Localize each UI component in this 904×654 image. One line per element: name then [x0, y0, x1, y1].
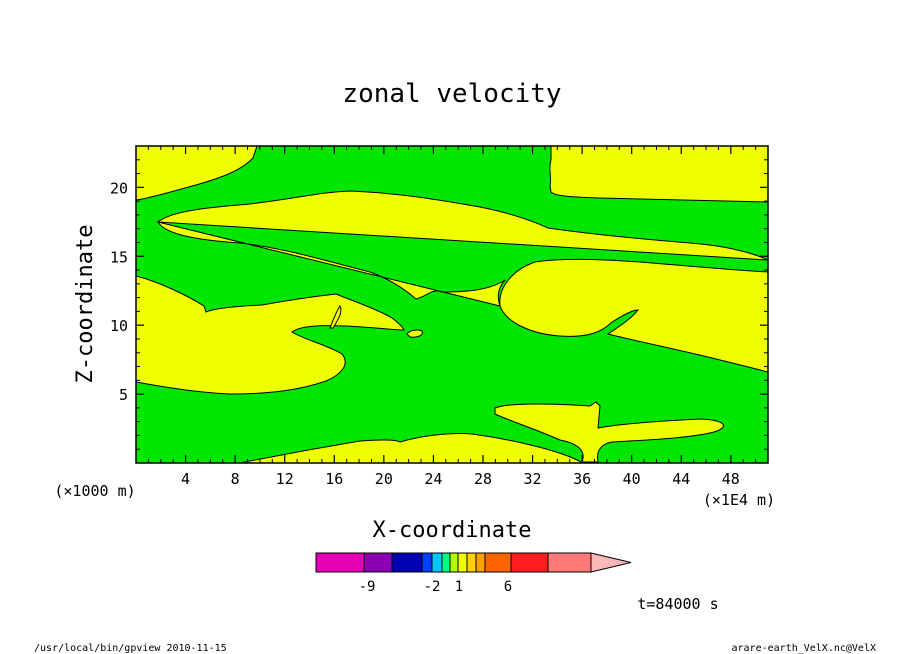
colorbar-swatch [484, 552, 512, 573]
x-axis-title: X-coordinate [373, 518, 532, 543]
x-tick-label: 44 [672, 470, 690, 488]
time-label: t=84000 s [637, 595, 718, 613]
x-tick-label: 8 [231, 470, 240, 488]
x-tick-label: 4 [181, 470, 190, 488]
x-tick-label: 24 [424, 470, 442, 488]
x-tick-label: 48 [722, 470, 740, 488]
colorbar-swatch [363, 552, 393, 573]
plot-frame [135, 145, 769, 464]
colorbar-swatch [391, 552, 423, 573]
colorbar-swatch [457, 552, 468, 573]
contour-yellow-top-right [549, 145, 769, 203]
colorbar-swatch [441, 552, 451, 573]
x-tick-label: 32 [524, 470, 542, 488]
colorbar [315, 552, 632, 573]
colorbar-swatch [547, 552, 592, 573]
x-tick-label: 28 [474, 470, 492, 488]
colorbar-swatch [431, 552, 443, 573]
colorbar-swatch [475, 552, 486, 573]
footer-right: arare-earth_VelX.nc@VelX [732, 643, 877, 654]
contour-yellow-small-blob [406, 329, 423, 338]
y-multiplier-label: (×1000 m) [54, 482, 135, 500]
contour-yellow-bottom [239, 433, 584, 464]
y-axis-title: Z-coordinate [73, 225, 98, 384]
x-tick-label: 20 [375, 470, 393, 488]
y-tick-label: 5 [119, 386, 128, 404]
x-axis: 4 8 12 16 20 24 28 32 36 40 44 48 [147, 146, 757, 488]
colorbar-labels: -9 -2 1 6 [359, 579, 513, 595]
colorbar-swatch [510, 552, 549, 573]
colorbar-label: 6 [504, 579, 512, 595]
colorbar-label: -9 [359, 579, 376, 595]
x-tick-label: 16 [325, 470, 343, 488]
colorbar-label: 1 [455, 579, 463, 595]
chart-title: zonal velocity [342, 79, 561, 109]
x-tick-label: 12 [276, 470, 294, 488]
contour-yellow-left-mid [135, 275, 405, 395]
contour-yellow-lower-right [494, 401, 724, 463]
y-tick-label: 15 [110, 248, 128, 266]
x-tick-label: 36 [573, 470, 591, 488]
y-tick-label: 20 [110, 179, 128, 197]
y-axis: 5 10 15 20 [110, 159, 768, 450]
colorbar-swatch [421, 552, 433, 573]
x-multiplier-label: (×1E4 m) [703, 491, 775, 509]
colorbar-swatch [449, 552, 459, 573]
footer-left: /usr/local/bin/gpview 2010-11-15 [34, 643, 227, 654]
y-tick-label: 10 [110, 317, 128, 335]
colorbar-arrow [590, 552, 632, 573]
contour-shapes [135, 145, 769, 464]
colorbar-label: -2 [424, 579, 441, 595]
contour-yellow-upper-band [156, 190, 769, 373]
contour-yellow-top-left [135, 145, 258, 201]
x-tick-label: 40 [623, 470, 641, 488]
colorbar-swatch [466, 552, 477, 573]
contour-yellow-small-left-arm [329, 305, 342, 329]
colorbar-swatch [315, 552, 365, 573]
